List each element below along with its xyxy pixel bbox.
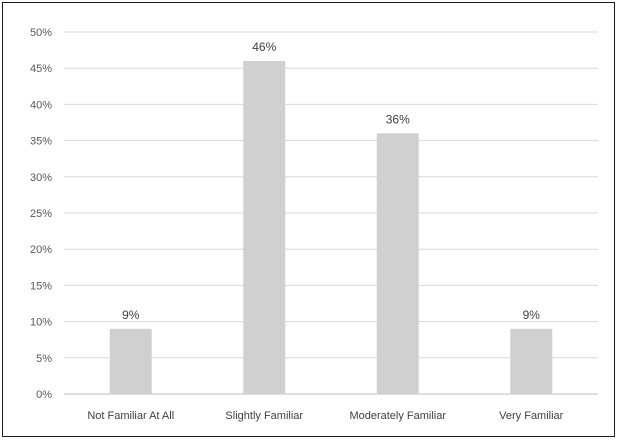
- bar: [510, 328, 553, 394]
- y-tick-label: 15%: [30, 280, 52, 292]
- data-label: 9%: [122, 308, 140, 322]
- bars: [109, 60, 553, 395]
- y-axis-tick-labels: 0% 5% 10% 15% 20% 25% 30% 35% 40% 45% 50%: [30, 27, 52, 401]
- y-tick-label: 45%: [30, 63, 52, 75]
- y-tick-label: 35%: [30, 136, 52, 148]
- y-tick-label: 40%: [30, 99, 52, 111]
- y-tick-label: 20%: [30, 244, 52, 256]
- x-category-label: Slightly Familiar: [225, 410, 303, 422]
- data-label: 46%: [252, 40, 276, 54]
- data-label: 9%: [523, 308, 541, 322]
- data-labels: 9% 46% 36% 9%: [122, 40, 540, 322]
- y-tick-label: 10%: [30, 317, 52, 329]
- y-tick-label: 0%: [36, 389, 52, 401]
- x-axis-category-labels: Not Familiar At All Slightly Familiar Mode…: [87, 410, 563, 422]
- bar: [243, 60, 286, 395]
- y-tick-label: 50%: [30, 27, 52, 39]
- x-category-label: Moderately Familiar: [349, 410, 446, 422]
- gridlines: [64, 31, 598, 395]
- y-tick-label: 30%: [30, 172, 52, 184]
- y-tick-label: 25%: [30, 208, 52, 220]
- bar: [109, 328, 152, 394]
- x-category-label: Very Familiar: [499, 410, 564, 422]
- y-tick-label: 5%: [36, 353, 52, 365]
- bar: [376, 133, 419, 395]
- x-category-label: Not Familiar At All: [87, 410, 174, 422]
- data-label: 36%: [386, 112, 410, 126]
